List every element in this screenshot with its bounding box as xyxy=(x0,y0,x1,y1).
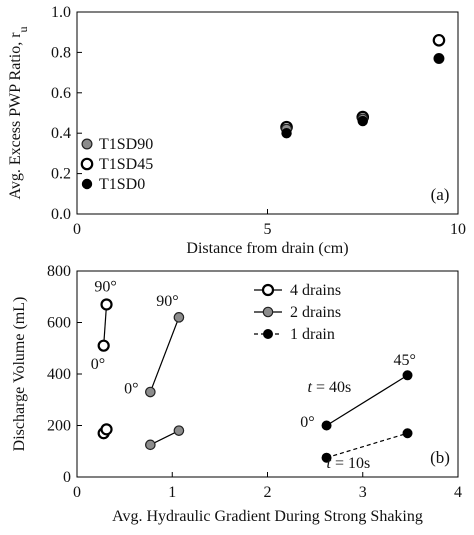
legend-marker-t1sd90 xyxy=(81,138,93,150)
x-tick-label: 2 xyxy=(264,484,272,501)
panel-a: 0 5 10 0.0 0.2 0.4 0.6 0.8 1.0 Distance from drai… xyxy=(7,4,466,257)
data-point-1-drain xyxy=(402,428,413,439)
data-point-2-drains xyxy=(145,439,156,451)
data-point-t1sd45 xyxy=(432,33,446,47)
annotation-label: 0° xyxy=(300,414,314,431)
panel-label: (b) xyxy=(430,448,450,467)
y-tick-label: 0.8 xyxy=(51,44,71,61)
time-annotation-value: = 10s xyxy=(331,455,370,472)
series-line-1-drain xyxy=(326,374,408,427)
panel-b: 0 1 2 3 4 0 200 400 600 800 Avg. Hydraulic Gradien… xyxy=(11,263,462,525)
y-tick-label: 0.6 xyxy=(51,85,71,102)
legend-label: 4 drains xyxy=(290,282,341,299)
data-point-1-drain xyxy=(321,420,332,431)
legend-label: T1SD90 xyxy=(99,136,153,153)
annotation-label: 0° xyxy=(91,356,105,373)
x-tick-label: 4 xyxy=(454,484,462,501)
time-annotation: t = 10s xyxy=(327,455,371,472)
x-axis-title: Distance from drain (cm) xyxy=(186,240,348,257)
series-line-4-drains xyxy=(103,304,108,346)
data-point-2-drains xyxy=(173,425,185,436)
y-axis-title-subscript: u xyxy=(16,26,30,32)
y-tick-label: 1.0 xyxy=(51,4,71,21)
y-axis-title: Avg. Excess PWP Ratio, ru xyxy=(7,26,30,199)
y-tick-label: 0 xyxy=(63,469,71,486)
x-tick-label: 5 xyxy=(264,221,272,238)
y-tick-label: 800 xyxy=(47,263,71,280)
series-line-2-drains xyxy=(149,317,180,393)
data-point-4-drains xyxy=(97,339,110,352)
data-point-1-drain xyxy=(321,452,332,463)
legend-marker-4-drains xyxy=(261,283,275,297)
x-tick-label: 0 xyxy=(73,484,81,501)
annotation-label: 45° xyxy=(393,352,415,369)
data-point-1-drain xyxy=(402,370,413,381)
y-tick-label: 0.0 xyxy=(51,206,71,223)
legend-marker-t1sd0 xyxy=(81,178,93,190)
plot-frame xyxy=(76,270,459,478)
y-axis-title: Discharge Volume (mL) xyxy=(11,297,28,452)
y-tick-label: 0.4 xyxy=(51,125,71,142)
annotation-label: 0° xyxy=(124,380,138,397)
data-point-2-drains xyxy=(145,386,156,398)
series-line-1-drain xyxy=(326,432,408,459)
series-line-2-drains xyxy=(150,430,180,446)
legend-label: T1SD45 xyxy=(99,156,153,173)
legend-label: 1 drain xyxy=(290,326,335,343)
x-tick-label: 3 xyxy=(359,484,367,501)
legend-marker-t1sd45 xyxy=(80,157,94,171)
annotation-label: 90° xyxy=(156,293,178,310)
time-annotation-variable: t xyxy=(327,455,332,472)
time-annotation: t = 40s xyxy=(308,379,352,396)
data-point-t1sd0 xyxy=(281,127,292,139)
x-tick-label: 10 xyxy=(450,221,466,238)
legend-label: 2 drains xyxy=(290,304,341,321)
y-tick-label: 200 xyxy=(47,418,71,435)
x-axis-title: Avg. Hydraulic Gradient During Strong Sh… xyxy=(112,508,423,525)
time-annotation-variable: t xyxy=(308,379,313,396)
y-tick-label: 600 xyxy=(47,315,71,332)
annotation-label: 90° xyxy=(94,279,116,296)
x-tick-label: 1 xyxy=(168,484,176,501)
time-annotation-value: = 40s xyxy=(312,379,351,396)
legend-marker-1-drain xyxy=(263,329,274,340)
data-point-t1sd0 xyxy=(357,115,368,127)
data-point-2-drains xyxy=(173,312,185,323)
data-point-4-drains xyxy=(100,423,113,436)
data-point-t1sd0 xyxy=(433,53,445,64)
y-tick-label: 400 xyxy=(47,366,71,383)
legend-marker-2-drains xyxy=(262,306,274,318)
legend-label: T1SD0 xyxy=(99,176,145,193)
data-point-4-drains xyxy=(100,298,113,311)
x-tick-label: 0 xyxy=(73,221,81,238)
y-tick-label: 0.2 xyxy=(51,166,71,183)
panel-label: (a) xyxy=(431,185,450,204)
